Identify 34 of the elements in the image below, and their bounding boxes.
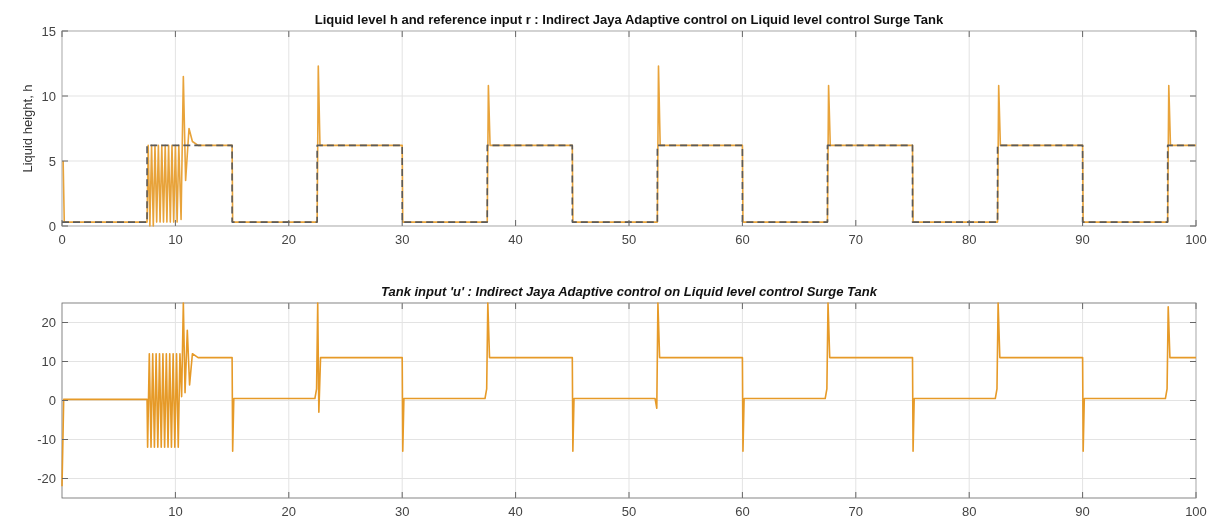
y-tick-label: -20 <box>37 471 56 487</box>
x-tick-label: 40 <box>508 504 523 519</box>
x-tick-label: 90 <box>1075 232 1090 247</box>
x-tick-label: 90 <box>1075 504 1090 519</box>
x-tick-label: 10 <box>168 504 183 519</box>
x-tick-label: 70 <box>848 232 864 247</box>
x-tick-label: 50 <box>621 504 637 519</box>
y-tick-label: -10 <box>37 432 56 448</box>
x-tick-label: 80 <box>961 232 977 247</box>
x-tick-label: 40 <box>508 232 523 247</box>
y-tick-label: 0 <box>48 393 56 409</box>
y-tick-label: 10 <box>41 354 56 370</box>
x-tick-label: 0 <box>58 232 66 247</box>
y-tick-label: 10 <box>41 88 56 104</box>
line-series <box>61 302 1197 488</box>
x-tick-label: 70 <box>848 504 864 519</box>
x-tick-label: 30 <box>394 232 410 247</box>
x-tick-label: 20 <box>281 232 297 247</box>
x-tick-label: 50 <box>621 232 637 247</box>
y-tick-label: 0 <box>48 218 56 234</box>
x-tick-label: 100 <box>1185 504 1207 519</box>
x-tick-label: 80 <box>961 504 977 519</box>
x-tick-label: 30 <box>394 504 410 519</box>
x-tick-label: 10 <box>168 232 183 247</box>
y-axis-title: Liquid height, h <box>20 84 35 173</box>
x-tick-label: 60 <box>735 232 750 247</box>
x-tick-label: 60 <box>735 504 750 519</box>
chart-title: Liquid level h and reference input r : Indirect Jaya Adaptive control on Liquid level control Surge Tank <box>314 12 944 27</box>
chart-title: Tank input 'u' : Indirect Jaya Adaptive control on Liquid level control Surge Tank <box>381 284 878 299</box>
y-tick-label: 20 <box>41 315 56 331</box>
y-tick-label: 15 <box>41 23 56 39</box>
x-tick-label: 100 <box>1185 232 1207 247</box>
y-tick-label: 5 <box>48 153 56 169</box>
x-tick-label: 20 <box>281 504 297 519</box>
